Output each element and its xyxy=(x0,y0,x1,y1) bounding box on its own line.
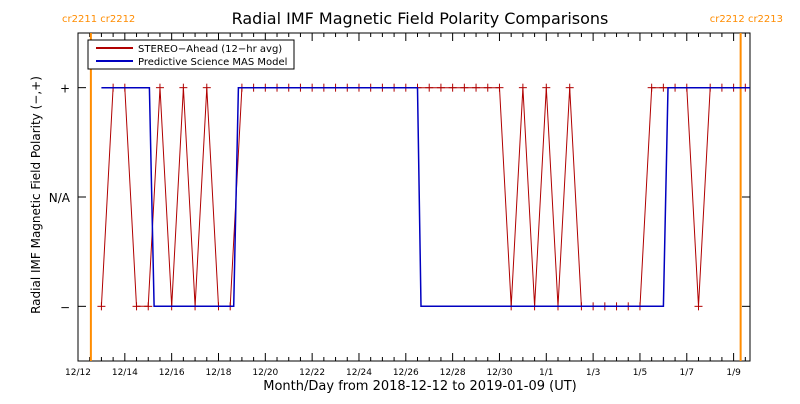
x-tick-label: 12/12 xyxy=(65,368,91,378)
x-tick-label: 1/3 xyxy=(586,368,600,378)
stereo-data-point xyxy=(202,83,211,92)
stereo-data-point xyxy=(472,83,481,92)
stereo-data-point xyxy=(132,302,141,311)
stereo-data-point xyxy=(565,83,574,92)
x-tick-label: 12/14 xyxy=(112,368,138,378)
stereo-data-point xyxy=(495,83,504,92)
x-axis-label: Month/Day from 2018-12-12 to 2019-01-09 … xyxy=(263,379,576,394)
carrington-label: cr2212 cr2213 xyxy=(710,14,783,25)
y-tick-label: N/A xyxy=(49,191,71,205)
carrington-label: cr2211 cr2212 xyxy=(62,14,135,25)
x-tick-label: 12/30 xyxy=(486,368,512,378)
x-tick-label: 12/20 xyxy=(252,368,278,378)
x-tick-label: 12/28 xyxy=(440,368,466,378)
y-tick-label: − xyxy=(60,300,70,314)
stereo-data-point xyxy=(448,83,457,92)
stereo-data-point xyxy=(97,302,106,311)
x-tick-label: 12/16 xyxy=(159,368,185,378)
x-tick-label: 1/9 xyxy=(726,368,741,378)
x-tick-label: 12/26 xyxy=(393,368,419,378)
stereo-data-point xyxy=(425,83,434,92)
stereo-data-point xyxy=(144,302,153,311)
stereo-data-point xyxy=(179,83,188,92)
y-tick-label: + xyxy=(60,82,70,96)
x-tick-label: 12/18 xyxy=(206,368,232,378)
stereo-data-point xyxy=(542,83,551,92)
x-tick-label: 12/24 xyxy=(346,368,372,378)
stereo-data-point xyxy=(155,83,164,92)
x-tick-label: 12/22 xyxy=(299,368,325,378)
chart-title: Radial IMF Magnetic Field Polarity Compa… xyxy=(232,9,609,28)
x-tick-label: 1/7 xyxy=(680,368,694,378)
axis-ticks: 12/12 12/14 12/16 12/18 12/20 12/22 12/24 12/26… xyxy=(49,33,750,378)
plot-frame xyxy=(77,32,751,362)
stereo-data-point xyxy=(647,83,656,92)
stereo-series-line xyxy=(100,87,746,307)
y-axis-label: Radial IMF Magnetic Field Polarity (−,+) xyxy=(29,76,43,314)
legend: STEREO−Ahead (12−hr avg) Predictive Scie… xyxy=(87,39,295,70)
x-tick-label: 1/5 xyxy=(633,368,647,378)
stereo-data-point xyxy=(694,302,703,311)
stereo-data-point xyxy=(518,83,527,92)
legend-label-stereo: STEREO−Ahead (12−hr avg) xyxy=(138,44,282,55)
x-tick-label: 1/1 xyxy=(539,368,553,378)
stereo-data-point xyxy=(659,83,668,92)
legend-box xyxy=(87,39,295,70)
stereo-data-point xyxy=(483,83,492,92)
series-layer xyxy=(97,83,750,311)
mas-series-line xyxy=(101,86,750,308)
legend-label-mas: Predictive Science MAS Model xyxy=(138,57,287,68)
stereo-data-point xyxy=(436,83,445,92)
stereo-data-point xyxy=(460,83,469,92)
